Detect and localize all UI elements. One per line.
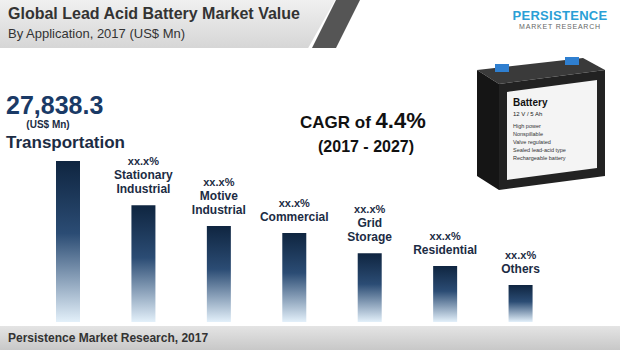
- svg-text:Motive: Motive: [200, 189, 238, 203]
- svg-text:27,838.3: 27,838.3: [6, 91, 103, 119]
- html-text:PERSISTENCE: PERSISTENCE: [512, 8, 608, 23]
- svg-text:xx.x%: xx.x%: [430, 230, 461, 242]
- svg-text:High power: High power: [513, 123, 541, 129]
- svg-text:xx.x%: xx.x%: [279, 197, 310, 209]
- svg-text:Industrial: Industrial: [192, 203, 246, 217]
- svg-text:Sealed lead-acid type: Sealed lead-acid type: [513, 147, 566, 153]
- svg-text:Residential: Residential: [413, 243, 477, 257]
- html-text:CAGR of 4.4%: CAGR of 4.4%: [300, 108, 426, 133]
- svg-text:xx.x%: xx.x%: [505, 249, 536, 261]
- html-text:Global Lead Acid Battery Marke: Global Lead Acid Battery Market Value: [8, 5, 300, 22]
- svg-text:Commercial: Commercial: [260, 210, 329, 224]
- svg-text:Others: Others: [501, 262, 540, 276]
- html-text:MARKET RESEARCH: MARKET RESEARCH: [519, 23, 601, 30]
- svg-text:Stationary: Stationary: [114, 168, 173, 182]
- svg-text:Grid: Grid: [357, 216, 382, 230]
- svg-text:Storage: Storage: [347, 230, 392, 244]
- svg-text:12 V / 5 Ah: 12 V / 5 Ah: [513, 111, 542, 117]
- svg-text:Rechargeable battery: Rechargeable battery: [513, 155, 566, 161]
- html-text:(2017 - 2027): (2017 - 2027): [318, 138, 415, 155]
- html-text:By Application, 2017 (US$ Mn): By Application, 2017 (US$ Mn): [8, 26, 185, 41]
- svg-text:xx.x%: xx.x%: [203, 176, 234, 188]
- svg-text:xx.x%: xx.x%: [354, 203, 385, 215]
- svg-text:Transportation: Transportation: [6, 133, 125, 152]
- svg-text:xx.x%: xx.x%: [128, 155, 159, 167]
- svg-text:(US$ Mn): (US$ Mn): [26, 119, 69, 130]
- svg-text:Nonspillable: Nonspillable: [513, 131, 543, 137]
- html-text:Persistence Market Research, 2: Persistence Market Research, 2017: [8, 331, 209, 345]
- svg-text:Battery: Battery: [513, 97, 548, 108]
- svg-text:Industrial: Industrial: [116, 182, 170, 196]
- svg-text:Valve regulated: Valve regulated: [513, 139, 551, 145]
